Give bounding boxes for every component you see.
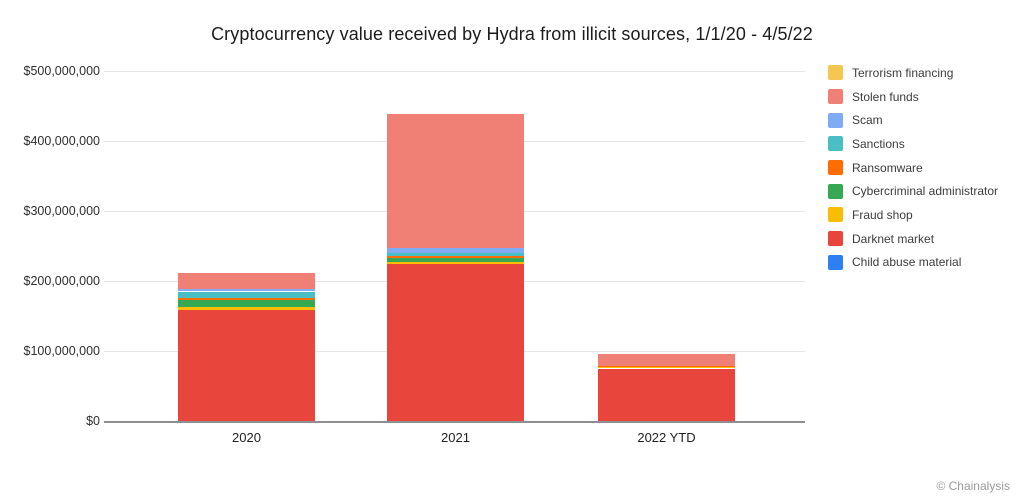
legend-item-stolen-funds: Stolen funds	[828, 85, 998, 109]
bar-segment-ransomware-2022-ytd	[598, 366, 735, 368]
legend-item-fraud-shop: Fraud shop	[828, 203, 998, 227]
chart-title: Cryptocurrency value received by Hydra f…	[211, 24, 813, 44]
gridline	[104, 70, 805, 72]
legend-label: Darknet market	[852, 231, 935, 246]
legend-item-ransomware: Ransomware	[828, 156, 998, 180]
legend-label: Ransomware	[852, 160, 923, 175]
legend-item-sanctions: Sanctions	[828, 132, 998, 156]
y-axis-tick-label: $0	[86, 414, 100, 428]
legend-label: Terrorism financing	[852, 65, 954, 80]
bar-segment-stolen-funds-2020	[178, 273, 315, 289]
legend-label: Cybercriminal administrator	[852, 184, 999, 199]
bar-segment-ransomware-2020	[178, 297, 315, 300]
legend-label: Sanctions	[852, 136, 905, 151]
bar-segment-sanctions-2020	[178, 291, 315, 298]
x-axis-label-2021: 2021	[441, 430, 470, 445]
bar-segment-stolen-funds-2021	[387, 113, 524, 249]
legend-swatch-sanctions	[828, 136, 843, 152]
bar-segment-fraud-shop-2021	[387, 262, 524, 265]
legend-item-terrorism-financing: Terrorism financing	[828, 61, 998, 85]
bar-segment-darknet-market-2022-ytd	[598, 368, 735, 421]
y-axis-tick-label: $200,000,000	[23, 274, 100, 288]
x-axis-label-2022-ytd: 2022 YTD	[637, 430, 696, 445]
bar-segment-darknet-market-2020	[178, 309, 315, 421]
legend-swatch-ransomware	[828, 160, 843, 176]
y-axis-tick-label: $500,000,000	[23, 64, 100, 78]
bar-segment-scam-2020	[178, 288, 315, 292]
legend-swatch-stolen-funds	[828, 89, 843, 105]
y-axis-tick-label: $400,000,000	[23, 134, 100, 148]
legend-swatch-terrorism-financing	[828, 65, 843, 81]
legend-item-darknet-market: Darknet market	[828, 227, 998, 251]
y-axis-tick-label: $300,000,000	[23, 204, 100, 218]
bar-segment-scam-2021	[387, 248, 524, 253]
bar-segment-cybercriminal-administrator-2020	[178, 299, 315, 307]
legend-label: Child abuse material	[852, 255, 962, 270]
legend-swatch-child-abuse-material	[828, 254, 843, 270]
x-axis-line	[104, 421, 805, 423]
bar-segment-fraud-shop-2020	[178, 306, 315, 310]
legend-item-scam: Scam	[828, 108, 998, 132]
y-axis-tick-label: $100,000,000	[23, 344, 100, 358]
bar-segment-darknet-market-2021	[387, 264, 524, 421]
x-axis-label-2020: 2020	[232, 430, 261, 445]
bar-segment-fraud-shop-2022-ytd	[598, 367, 735, 369]
legend-item-cybercriminal-administrator: Cybercriminal administrator	[828, 179, 998, 203]
legend-swatch-darknet-market	[828, 231, 843, 247]
legend: Terrorism financing Stolen funds Scam Sanct…	[828, 61, 998, 274]
bar-segment-sanctions-2021	[387, 253, 524, 256]
legend-swatch-cybercriminal-administrator	[828, 183, 843, 199]
legend-swatch-scam	[828, 112, 843, 128]
legend-item-child-abuse-material: Child abuse material	[828, 251, 998, 275]
bar-segment-cybercriminal-administrator-2021	[387, 257, 524, 263]
bar-segment-stolen-funds-2022-ytd	[598, 353, 735, 367]
legend-label: Fraud shop	[852, 207, 913, 222]
legend-label: Scam	[852, 113, 883, 128]
legend-swatch-fraud-shop	[828, 207, 843, 223]
copyright-note: © Chainalysis	[936, 479, 1010, 493]
bar-segment-ransomware-2021	[387, 255, 524, 258]
legend-label: Stolen funds	[852, 89, 919, 104]
